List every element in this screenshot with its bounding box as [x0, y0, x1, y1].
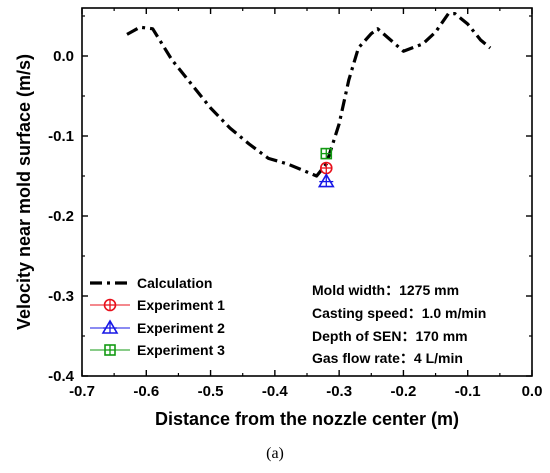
- x-tick-label: -0.5: [198, 383, 224, 400]
- x-tick-label: -0.6: [133, 383, 159, 400]
- annotation-line: Gas flow rate：4 L/min: [312, 350, 463, 366]
- series-experiment-3-point: [320, 147, 333, 160]
- series-calculation-line: [126, 12, 492, 178]
- conditions-annotation: Mold width：1275 mm Casting speed：1.0 m/mi…: [312, 282, 486, 366]
- annotation-line: Casting speed：1.0 m/min: [312, 305, 486, 321]
- series-experiment-1-point: [319, 161, 333, 175]
- y-tick-label: -0.2: [48, 208, 74, 225]
- y-tick-label: -0.1: [48, 128, 74, 145]
- legend-marker-experiment-2: [101, 319, 119, 334]
- x-tick-label: -0.7: [69, 383, 95, 400]
- legend-label-calculation: Calculation: [137, 275, 212, 291]
- legend-label-experiment-2: Experiment 2: [137, 320, 225, 336]
- y-tick-label: 0.0: [53, 48, 74, 65]
- x-tick-label: 0.0: [522, 383, 543, 400]
- figure-caption: (a): [266, 445, 284, 462]
- chart: -0.7 -0.6 -0.5 -0.4 -0.3 -0.2 -0.1 0.0 -0.4 -0.3 -…: [14, 7, 543, 429]
- y-axis-title: Velocity near mold surface (m/s): [14, 54, 34, 330]
- y-tick-label: -0.3: [48, 288, 74, 305]
- annotation-line: Mold width：1275 mm: [312, 282, 459, 298]
- legend-label-experiment-3: Experiment 3: [137, 342, 225, 358]
- x-tick-label: -0.2: [390, 383, 416, 400]
- legend-marker-experiment-1: [103, 298, 117, 312]
- series-experiment-2-point: [317, 173, 335, 188]
- y-tick-label: -0.4: [48, 368, 75, 385]
- legend-marker-experiment-3: [104, 344, 116, 356]
- legend: Calculation Experiment 1 Experiment 2 Exper…: [90, 275, 225, 358]
- x-tick-label: -0.3: [326, 383, 352, 400]
- legend-label-experiment-1: Experiment 1: [137, 297, 225, 313]
- x-tick-label: -0.4: [262, 383, 289, 400]
- annotation-line: Depth of SEN：170 mm: [312, 328, 468, 344]
- x-tick-label: -0.1: [455, 383, 481, 400]
- x-axis-title: Distance from the nozzle center (m): [155, 409, 459, 429]
